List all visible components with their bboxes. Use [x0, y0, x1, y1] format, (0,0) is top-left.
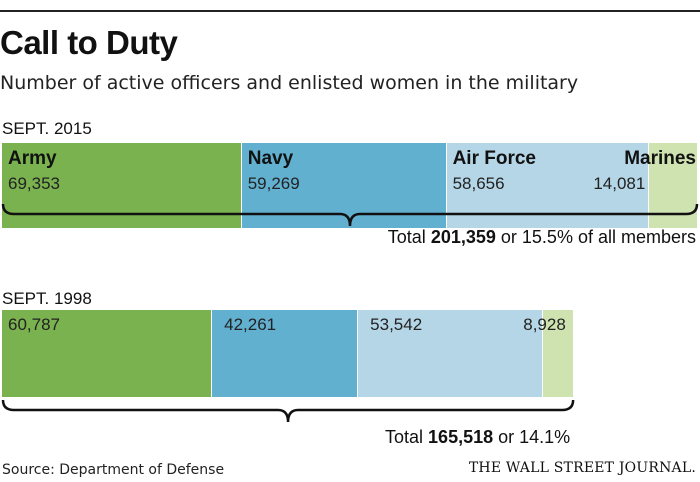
brace-path-1998 — [1, 399, 575, 423]
value-label-marines-2015: 14,081 — [593, 174, 646, 193]
total-2015: Total 201,359 or 15.5% of all members — [388, 227, 696, 248]
total-value-2015: 201,359 — [430, 227, 496, 247]
total-prefix-1998: Total — [385, 427, 424, 447]
value-label-air-force-2015: 58,656 — [452, 174, 505, 193]
total-value-1998: 165,518 — [428, 427, 494, 447]
category-label-army: Army — [8, 148, 57, 169]
category-label-marines: Marines — [624, 148, 696, 169]
value-label-army-2015: 69,353 — [8, 174, 60, 193]
value-label-air-force-1998: 53,542 — [370, 315, 423, 334]
publisher-logo: THE WALL STREET JOURNAL. — [468, 460, 696, 476]
value-label-navy-1998: 42,261 — [224, 315, 277, 334]
total-suffix-1998: or 14.1% — [498, 427, 571, 447]
brace-path-2015 — [1, 203, 699, 227]
source-note: Source: Department of Defense — [2, 462, 225, 478]
period-label-1998: SEPT. 1998 — [2, 289, 92, 308]
period-label-2015: SEPT. 2015 — [2, 119, 92, 138]
bar-segment-navy-1998 — [212, 310, 358, 397]
top-rule — [0, 10, 700, 12]
chart-subtitle: Number of active officers and enlisted w… — [0, 72, 579, 94]
value-label-navy-2015: 59,269 — [247, 174, 300, 193]
category-label-air-force: Air Force — [452, 148, 536, 169]
total-prefix-2015: Total — [387, 227, 426, 247]
bar-segment-air-force-1998 — [358, 310, 543, 397]
total-suffix-2015: or 15.5% of all members — [500, 227, 696, 247]
value-label-marines-1998: 8,928 — [523, 315, 566, 334]
value-label-army-1998: 60,787 — [8, 315, 60, 334]
total-1998: Total 165,518 or 14.1% — [385, 427, 570, 448]
category-label-navy: Navy — [247, 148, 294, 169]
brace-1998 — [1, 399, 575, 423]
brace-2015 — [1, 203, 699, 227]
bar-segment-army-1998 — [2, 310, 212, 397]
bar-segment-marines-1998 — [543, 310, 574, 397]
chart-title: Call to Duty — [0, 24, 178, 61]
